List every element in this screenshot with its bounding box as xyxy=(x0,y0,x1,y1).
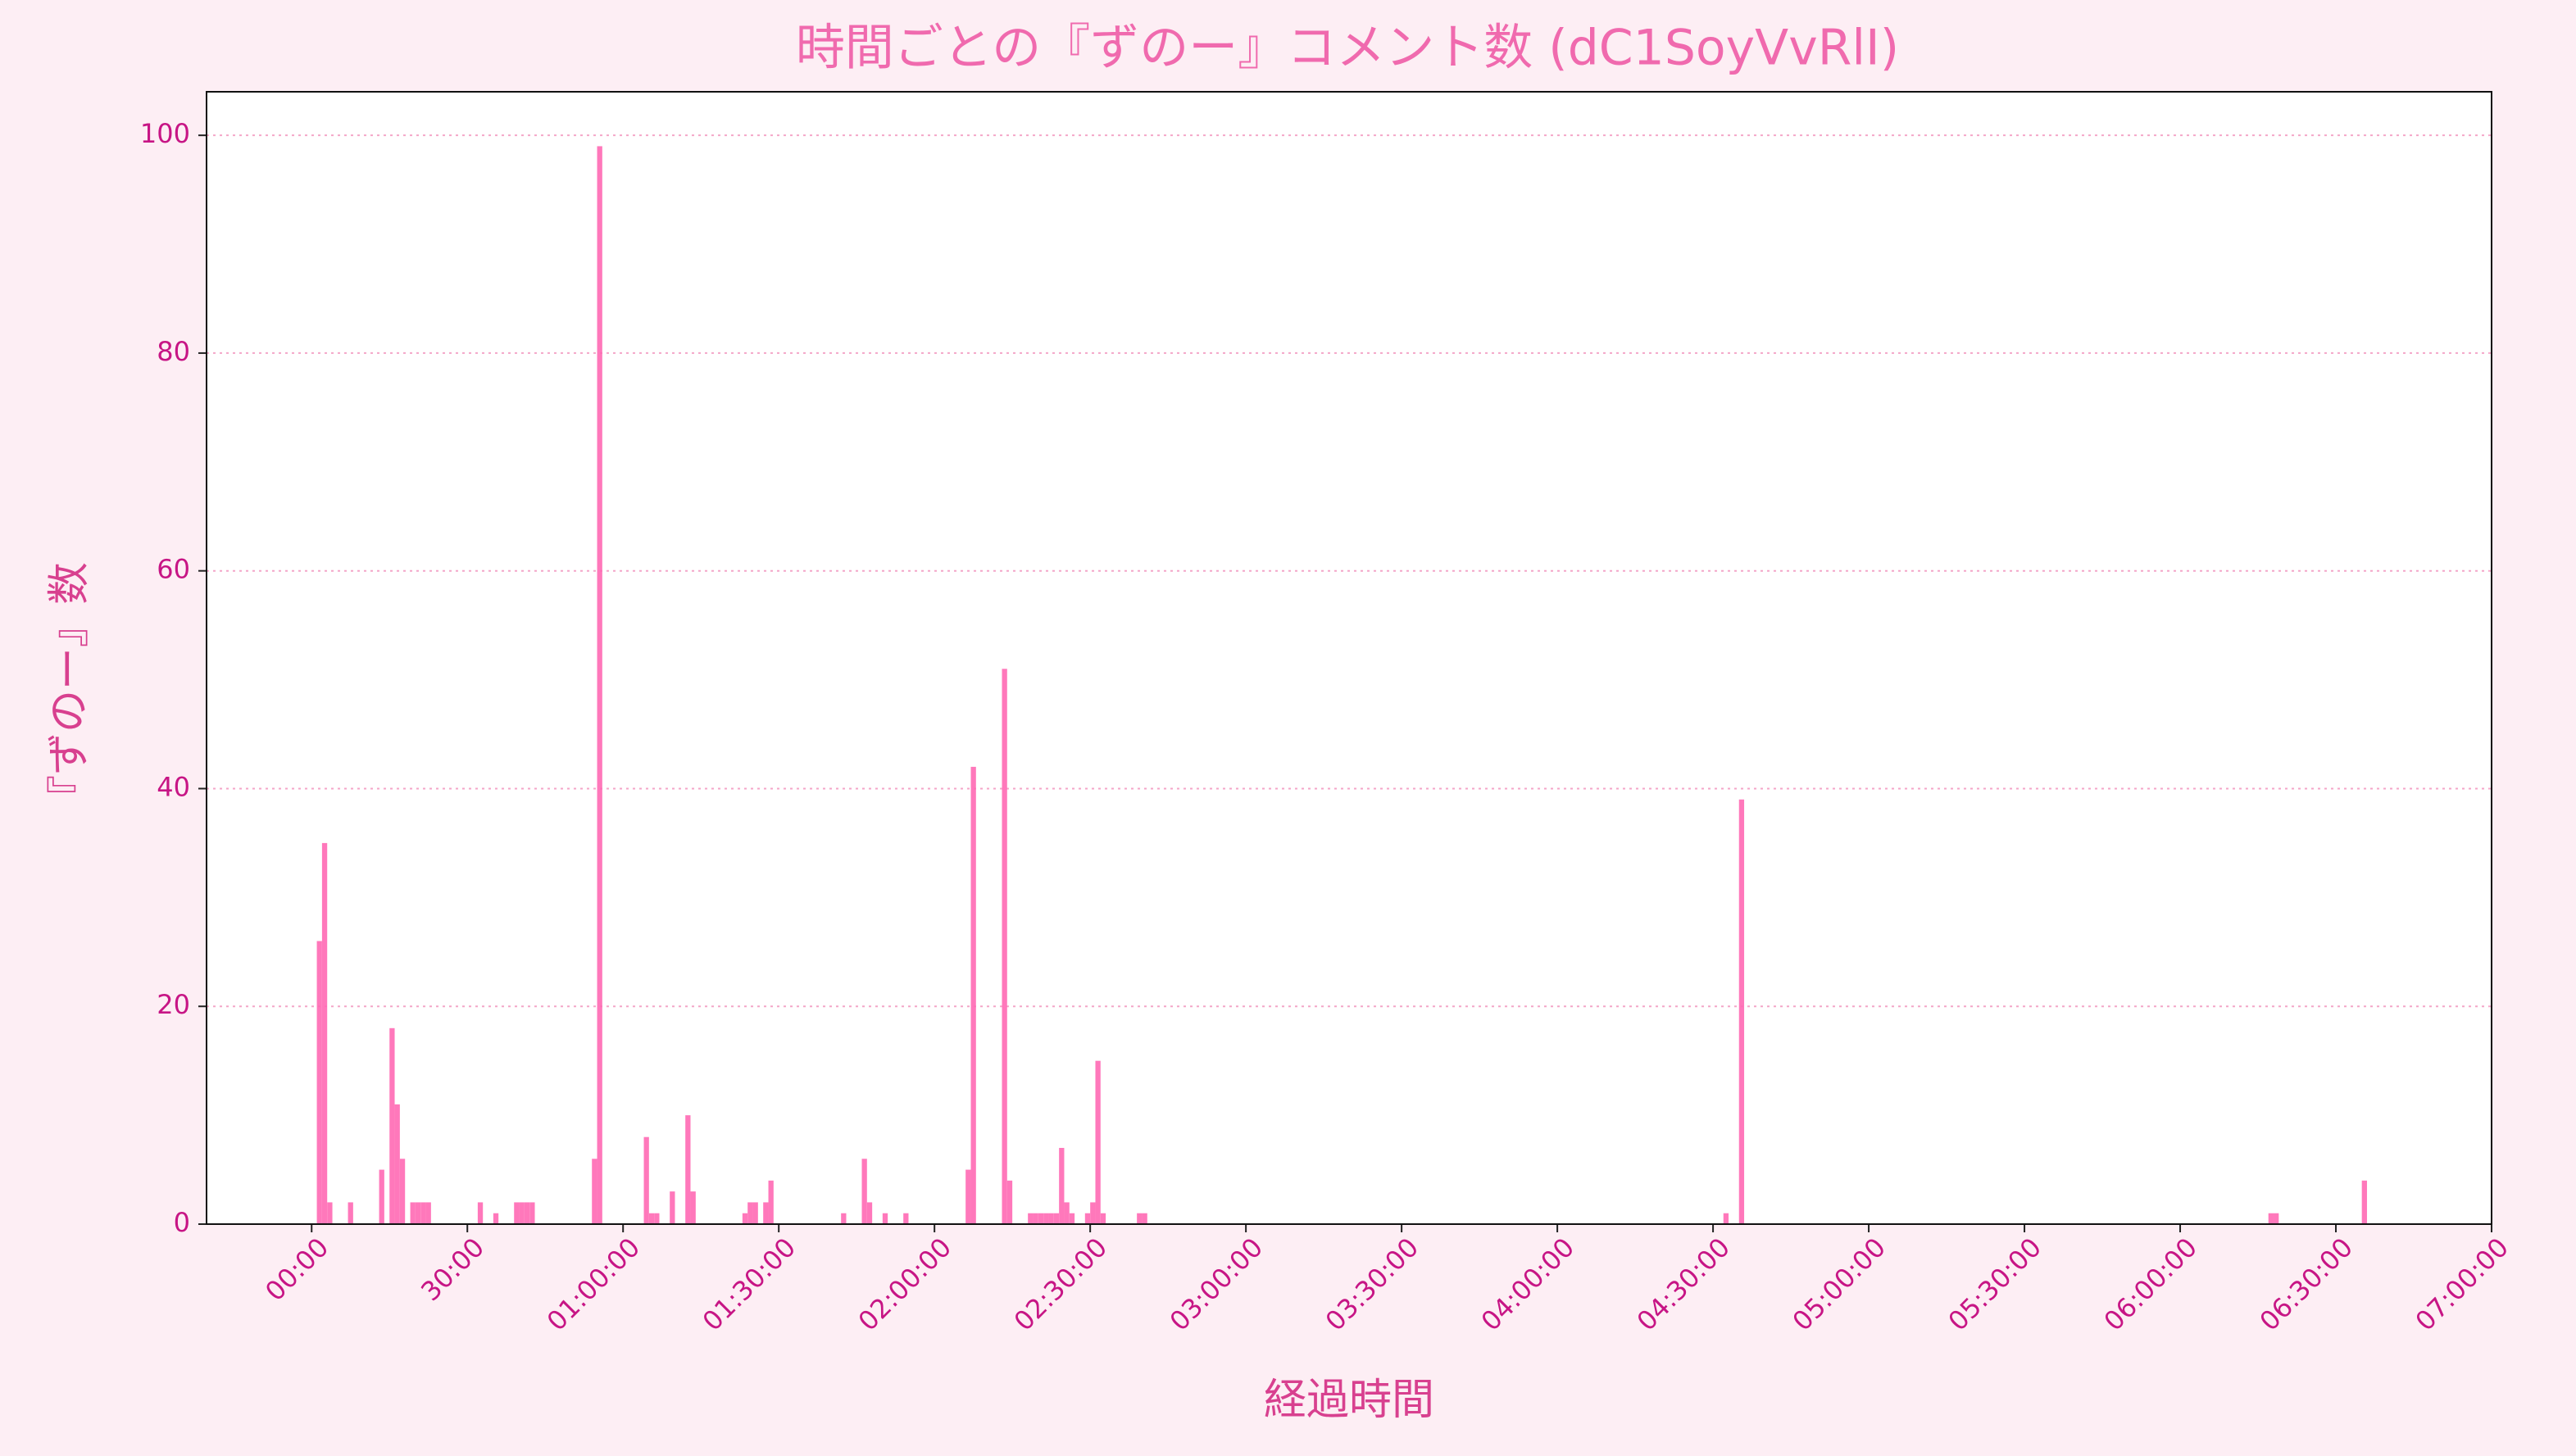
bar xyxy=(2274,1213,2279,1224)
bar xyxy=(1064,1202,1070,1224)
bar xyxy=(685,1115,691,1224)
bar xyxy=(420,1202,426,1224)
bar xyxy=(768,1180,774,1224)
bar xyxy=(394,1104,400,1224)
bar xyxy=(1084,1213,1091,1224)
bar xyxy=(1069,1213,1075,1224)
y-tick-label: 0 xyxy=(174,1207,190,1238)
bar xyxy=(1100,1213,1106,1224)
x-axis-label: 経過時間 xyxy=(1264,1376,1434,1425)
bar xyxy=(1038,1213,1044,1224)
bar xyxy=(752,1202,758,1224)
bar xyxy=(1059,1147,1065,1224)
bar xyxy=(1043,1213,1049,1224)
bar xyxy=(1002,669,1007,1224)
y-tick-label: 80 xyxy=(157,336,190,367)
y-axis-label: 『ずのー』数 xyxy=(45,562,94,818)
bar xyxy=(1723,1213,1729,1224)
y-tick-label: 100 xyxy=(140,118,190,149)
bar xyxy=(1006,1180,1013,1224)
bar xyxy=(747,1202,753,1224)
bar xyxy=(348,1202,353,1224)
bar xyxy=(399,1159,406,1224)
bar xyxy=(866,1202,873,1224)
plot-frame xyxy=(206,91,2492,1225)
bar xyxy=(841,1213,847,1224)
bar xyxy=(882,1213,888,1224)
chart-title: 時間ごとの『ずのー』コメント数 (dC1SoyVvRlI) xyxy=(796,20,1899,77)
bar xyxy=(1095,1060,1101,1224)
bar xyxy=(327,1202,333,1224)
bar xyxy=(316,941,322,1224)
bar xyxy=(1028,1213,1034,1224)
bar xyxy=(379,1169,384,1224)
bar xyxy=(965,1169,971,1224)
bar xyxy=(2268,1213,2274,1224)
bar xyxy=(1048,1213,1054,1224)
bar xyxy=(514,1202,520,1224)
bar xyxy=(670,1191,675,1224)
bar xyxy=(389,1027,395,1224)
bar xyxy=(321,842,328,1224)
bar xyxy=(1090,1202,1096,1224)
plot-area xyxy=(207,92,2492,1224)
bar xyxy=(592,1159,597,1224)
bar xyxy=(524,1202,530,1224)
bar xyxy=(477,1202,484,1224)
bar xyxy=(1142,1213,1147,1224)
bar xyxy=(529,1202,535,1224)
bar xyxy=(654,1213,660,1224)
bar xyxy=(643,1136,649,1224)
bar xyxy=(2361,1180,2367,1224)
bar xyxy=(861,1159,867,1224)
bar xyxy=(1738,799,1745,1224)
bar xyxy=(690,1191,696,1224)
bar xyxy=(903,1213,909,1224)
y-tick-label: 40 xyxy=(157,771,190,802)
bar xyxy=(648,1213,655,1224)
bar xyxy=(597,146,602,1225)
bar xyxy=(425,1202,431,1224)
bar xyxy=(415,1202,421,1224)
bar xyxy=(410,1202,416,1224)
bar xyxy=(763,1202,769,1224)
y-tick-label: 60 xyxy=(157,554,190,585)
y-tick-label: 20 xyxy=(157,989,190,1020)
bar xyxy=(519,1202,525,1224)
bar xyxy=(742,1213,748,1224)
bar xyxy=(1137,1213,1143,1224)
bar xyxy=(970,766,976,1224)
bar xyxy=(493,1213,499,1224)
bar xyxy=(1053,1213,1060,1224)
bar xyxy=(1033,1213,1038,1224)
